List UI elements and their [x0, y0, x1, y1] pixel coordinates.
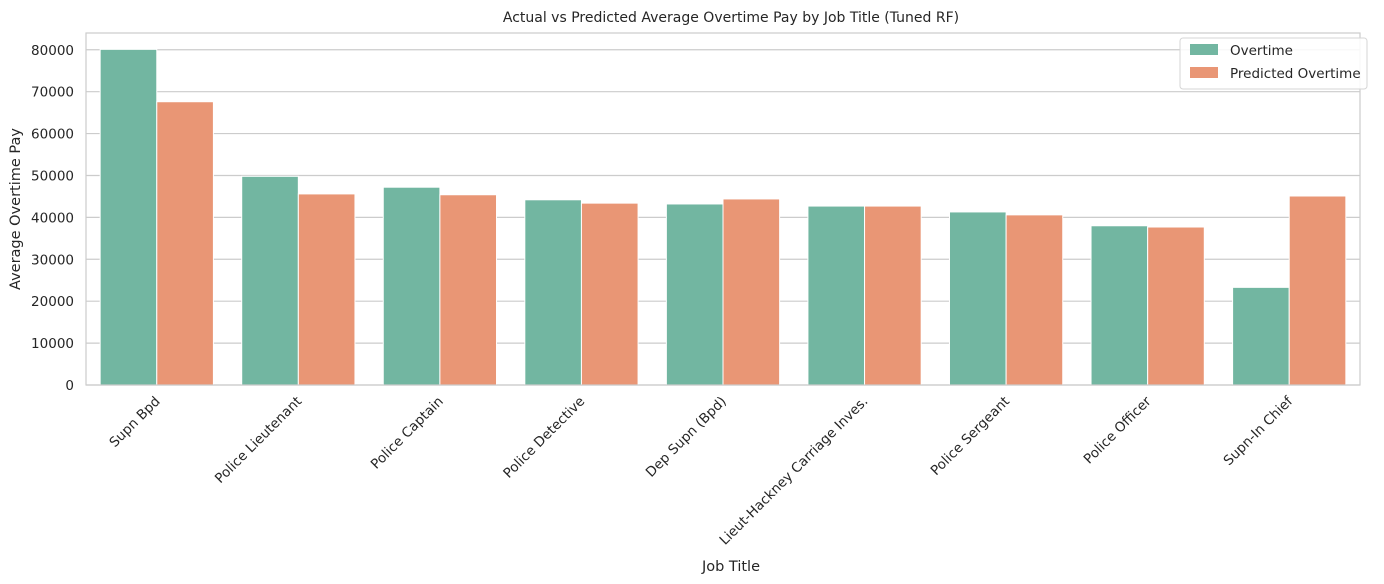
legend-label-overtime: Overtime: [1230, 43, 1293, 59]
x-tick-label: Dep Supn (Bpd): [643, 394, 730, 481]
legend-swatch-overtime: [1190, 44, 1218, 55]
bar-predicted-overtime-police-sergeant: [1005, 214, 1064, 386]
bar-overtime-supn-bpd: [99, 48, 158, 386]
y-axis-label: Average Overtime Pay: [8, 128, 24, 290]
bar-predicted-overtime-police-lieutenant: [297, 193, 356, 386]
y-tick-label: 60000: [31, 127, 74, 143]
bar-predicted-overtime-supn-bpd: [156, 101, 214, 386]
bar-overtime-dep-supn-bpd: [665, 203, 724, 386]
x-tick-label: Police Sergeant: [928, 394, 1013, 479]
x-tick-label: Police Officer: [1081, 393, 1155, 467]
bar-predicted-overtime-supn-in-chief: [1288, 195, 1347, 386]
bar-predicted-overtime-police-detective: [580, 202, 639, 386]
bars: [99, 48, 1347, 386]
x-tick-label: Police Captain: [368, 394, 447, 473]
bar-overtime-lieut-hackney-carriage-inves: [807, 205, 866, 386]
bar-overtime-police-officer: [1090, 225, 1149, 386]
bar-overtime-police-lieutenant: [241, 175, 299, 386]
y-tick-label: 0: [65, 378, 74, 394]
x-axis-label: Job Title: [701, 559, 760, 575]
y-tick-labels: 0 10000 20000 30000 40000 50000 60000 70000 8000…: [31, 43, 74, 394]
y-tick-label: 40000: [31, 210, 74, 226]
bar-predicted-overtime-dep-supn-bpd: [722, 198, 781, 386]
chart-title: Actual vs Predicted Average Overtime Pay…: [503, 10, 959, 26]
plot-frame: [85, 32, 1361, 386]
x-tick-labels: Supn Bpd Police Lieutenant Police Captain P…: [106, 393, 1297, 549]
bar-predicted-overtime-police-officer: [1147, 226, 1205, 386]
legend: Overtime Predicted Overtime: [1179, 37, 1368, 90]
x-tick-label: Lieut-Hackney Carriage Inves.: [717, 394, 872, 549]
legend-swatch-predicted-overtime: [1190, 67, 1218, 78]
y-tick-label: 20000: [31, 294, 74, 310]
x-tick-label: Police Detective: [500, 394, 588, 482]
y-tick-label: 50000: [31, 168, 74, 184]
bar-predicted-overtime-police-captain: [439, 194, 498, 386]
bar-overtime-police-detective: [524, 199, 582, 386]
x-tick-label: Supn-In Chief: [1221, 393, 1297, 469]
bar-predicted-overtime-lieut-hackney-carriage-inves: [864, 205, 922, 386]
x-tick-label: Police Lieutenant: [212, 394, 305, 487]
x-tick-label: Supn Bpd: [106, 394, 163, 451]
bar-overtime-police-sergeant: [948, 211, 1007, 386]
y-tick-label: 80000: [31, 43, 74, 59]
bar-overtime-supn-in-chief: [1232, 286, 1290, 386]
legend-frame: [1179, 37, 1368, 90]
legend-label-predicted-overtime: Predicted Overtime: [1230, 66, 1361, 82]
y-tick-label: 10000: [31, 336, 74, 352]
y-tick-label: 30000: [31, 252, 74, 268]
y-tick-label: 70000: [31, 85, 74, 101]
bar-overtime-police-captain: [382, 186, 441, 386]
